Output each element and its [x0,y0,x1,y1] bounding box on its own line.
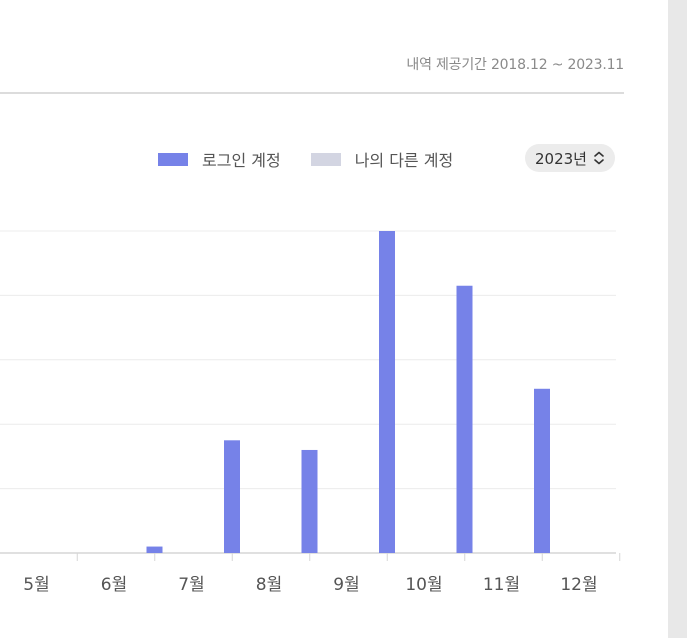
legend-swatch-login-account [158,152,188,166]
x-tick-label: 6월 [101,575,127,595]
data-period-text: 내역 제공기간 2018.12 ~ 2023.11 [406,57,624,73]
year-select[interactable]: 2023년 [525,144,615,172]
x-tick-label: 10월 [405,575,442,595]
x-tick-label: 12월 [560,575,597,595]
scrollbar-track[interactable] [668,0,687,638]
x-tick-label: 8월 [256,575,282,595]
x-tick-label: 5월 [23,575,49,595]
bar-login-account [301,449,318,553]
legend-item-login-account: 로그인 계정 [158,147,281,171]
bar-login-account [224,440,240,553]
legend-item-other-account: 나의 다른 계정 [310,147,454,171]
legend-swatch-other-account [310,152,341,166]
bar-login-account [534,388,550,553]
bar-login-account [456,285,473,553]
header-divider [0,92,624,94]
x-tick-label: 11월 [483,575,520,595]
legend-label-login-account: 로그인 계정 [202,151,281,170]
x-tick-label: 9월 [333,575,359,595]
x-tick-label: 7월 [178,575,204,595]
bar-login-account [146,546,163,553]
year-select-value: 2023년 [535,149,587,168]
legend-label-other-account: 나의 다른 계정 [354,151,454,170]
bar-login-account [379,231,395,553]
chevron-up-down-icon [594,151,604,165]
monthly-bar-chart: 5월 6월 7월 8월 9월 10월 11월 12월 [0,230,621,595]
chart-legend: 로그인 계정 나의 다른 계정 [158,146,453,172]
